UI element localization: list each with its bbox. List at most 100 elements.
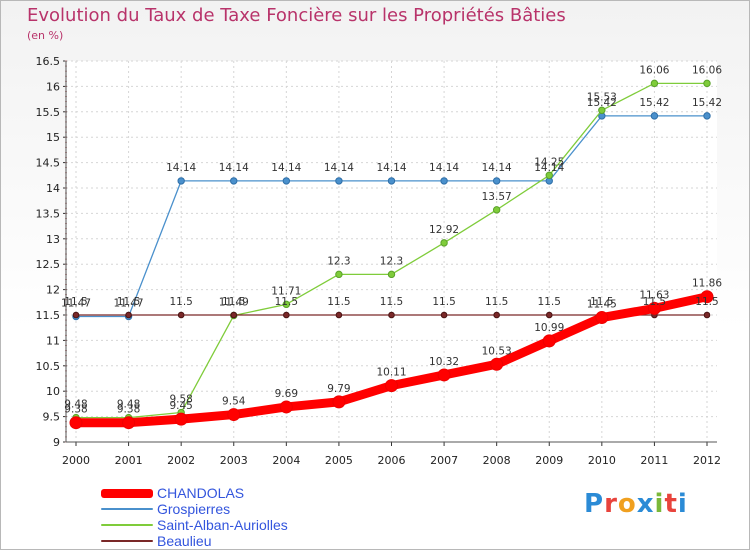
data-point xyxy=(650,79,659,88)
data-label: 12.3 xyxy=(327,255,350,267)
data-label: 11.5 xyxy=(485,296,508,308)
legend-item: Saint-Alban-Auriolles xyxy=(101,517,288,533)
data-label: 9.48 xyxy=(64,399,87,411)
y-tick-label: 10.5 xyxy=(36,360,61,373)
data-point xyxy=(282,177,291,185)
data-label: 12.92 xyxy=(429,224,459,236)
data-label: 11.5 xyxy=(275,296,298,308)
chart-title: Evolution du Taux de Taxe Foncière sur l… xyxy=(27,5,566,26)
data-point xyxy=(69,416,83,430)
data-point xyxy=(177,177,185,185)
data-label: 16.06 xyxy=(692,64,722,76)
data-point xyxy=(230,177,238,185)
y-tick-label: 12 xyxy=(46,284,60,297)
legend: CHANDOLAS Grospierres Saint-Alban-Auriolle… xyxy=(101,485,288,549)
x-tick-label: 2000 xyxy=(62,454,90,467)
y-tick-label: 13 xyxy=(46,233,60,246)
y-tick-label: 11 xyxy=(46,334,60,347)
data-point xyxy=(387,177,396,185)
x-tick-label: 2003 xyxy=(220,454,248,467)
legend-label: Beaulieu xyxy=(157,533,212,549)
data-point xyxy=(595,311,609,325)
data-point xyxy=(492,206,501,214)
data-label: 11.86 xyxy=(692,278,722,290)
data-label: 11.5 xyxy=(590,296,613,308)
logo-letter: o xyxy=(617,489,637,519)
y-tick-label: 10 xyxy=(46,385,60,398)
data-label: 11.5 xyxy=(169,296,192,308)
data-point xyxy=(493,311,500,319)
data-label: 11.63 xyxy=(639,289,669,301)
data-label: 11.45 xyxy=(587,299,617,311)
x-tick-label: 2004 xyxy=(272,454,300,467)
data-point xyxy=(647,301,661,315)
data-point xyxy=(122,416,136,430)
data-point xyxy=(125,311,132,319)
x-tick-label: 2007 xyxy=(430,454,458,467)
data-point xyxy=(545,171,553,180)
data-point xyxy=(545,311,553,319)
data-point xyxy=(388,311,395,319)
data-label: 14.14 xyxy=(324,162,354,174)
data-point xyxy=(335,311,343,319)
y-tick-label: 9.5 xyxy=(43,411,61,424)
legend-label: Saint-Alban-Auriolles xyxy=(157,517,288,533)
data-point xyxy=(492,177,501,185)
data-point xyxy=(650,112,659,120)
x-tick-label: 2005 xyxy=(325,454,353,467)
data-point xyxy=(598,106,606,114)
legend-label: CHANDOLAS xyxy=(157,485,245,501)
y-tick-label: 14 xyxy=(46,182,60,195)
legend-label: Grospierres xyxy=(157,501,231,517)
y-tick-label: 14.5 xyxy=(36,157,61,170)
x-tick-label: 2001 xyxy=(115,454,143,467)
data-label: 10.32 xyxy=(429,356,459,368)
y-tick-label: 15 xyxy=(46,131,60,144)
data-point xyxy=(283,311,290,319)
data-point xyxy=(703,79,711,88)
data-label: 14.14 xyxy=(429,162,459,174)
x-tick-label: 2009 xyxy=(535,454,563,467)
chart-unit-label: (en %) xyxy=(27,29,64,42)
data-point xyxy=(387,270,396,279)
data-label: 9.45 xyxy=(169,400,192,412)
data-point xyxy=(440,311,448,319)
logo-letter: t xyxy=(664,489,678,519)
data-label: 9.48 xyxy=(117,399,140,411)
data-label: 11.5 xyxy=(695,296,718,308)
legend-swatch xyxy=(101,540,153,542)
legend-swatch xyxy=(101,488,153,498)
x-tick-label: 2011 xyxy=(640,454,668,467)
data-point xyxy=(703,311,711,319)
data-label: 12.3 xyxy=(380,255,403,267)
data-label: 9.38 xyxy=(64,404,87,416)
data-point xyxy=(335,270,343,279)
data-label: 11.5 xyxy=(222,296,245,308)
x-tick-label: 2006 xyxy=(378,454,406,467)
data-point xyxy=(440,177,448,185)
logo-letter: P xyxy=(584,489,605,519)
y-tick-label: 12.5 xyxy=(36,258,61,271)
y-tick-label: 11.5 xyxy=(36,309,61,322)
data-point xyxy=(542,334,556,348)
data-point xyxy=(279,400,293,414)
y-tick-label: 9 xyxy=(53,436,60,449)
data-label: 15.42 xyxy=(587,97,617,109)
data-point xyxy=(335,177,343,185)
data-point xyxy=(437,368,451,382)
data-label: 9.79 xyxy=(327,383,350,395)
data-label: 14.14 xyxy=(166,162,196,174)
data-label: 14.14 xyxy=(271,162,301,174)
y-tick-label: 13.5 xyxy=(36,207,61,220)
logo-letter: i xyxy=(654,489,665,519)
data-label: 16.06 xyxy=(639,64,669,76)
data-label: 10.99 xyxy=(534,322,564,334)
data-point xyxy=(227,408,241,422)
data-label: 11.5 xyxy=(432,296,455,308)
data-point xyxy=(385,379,398,393)
data-label: 10.53 xyxy=(482,345,512,357)
data-label: 14.25 xyxy=(534,156,564,168)
data-label: 11.5 xyxy=(64,296,87,308)
